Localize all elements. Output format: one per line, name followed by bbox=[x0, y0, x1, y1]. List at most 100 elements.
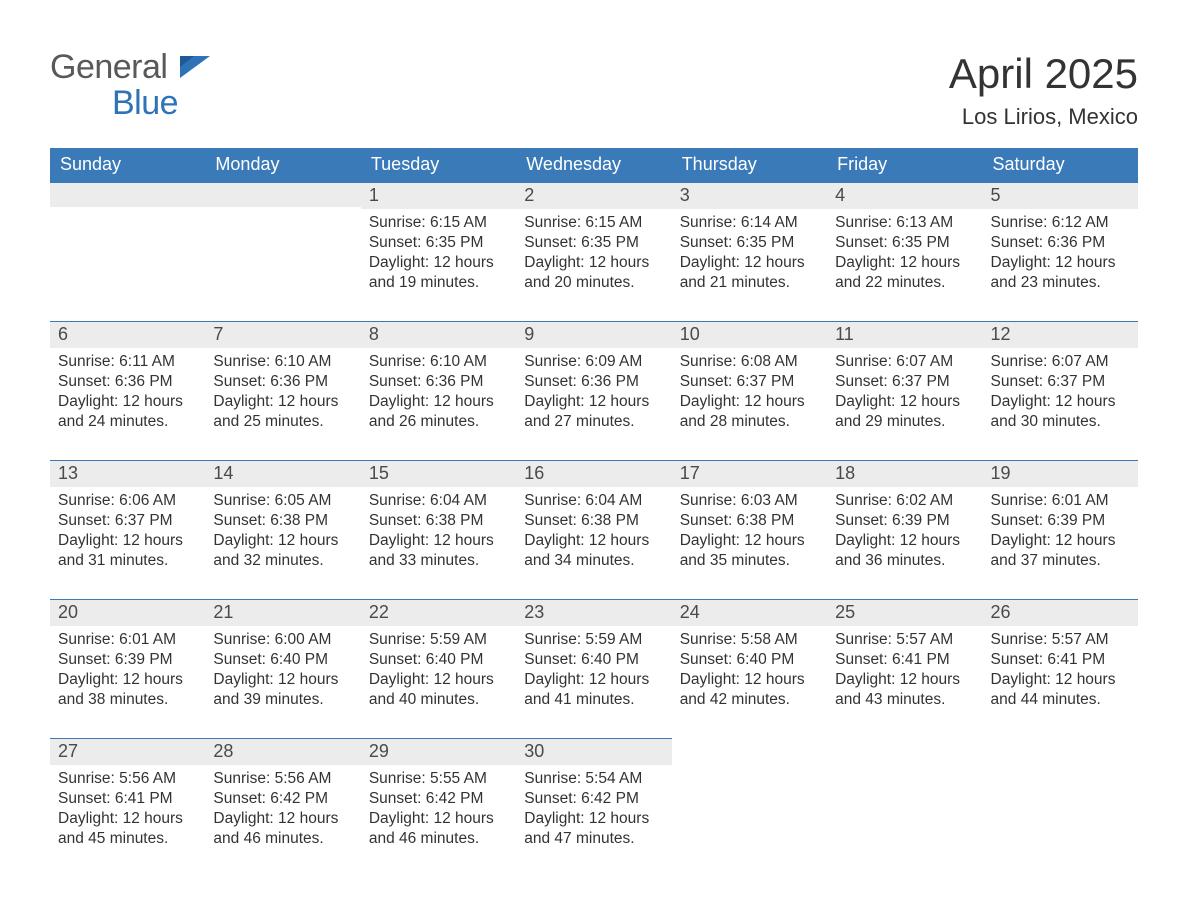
calendar-cell bbox=[205, 183, 360, 322]
day-number: 6 bbox=[50, 322, 205, 348]
daylight-text: Daylight: 12 hours and 19 minutes. bbox=[369, 253, 508, 293]
day-number: 29 bbox=[361, 739, 516, 765]
day-number: 30 bbox=[516, 739, 671, 765]
page-subtitle: Los Lirios, Mexico bbox=[949, 104, 1138, 130]
daylight-text: Daylight: 12 hours and 42 minutes. bbox=[680, 670, 819, 710]
daylight-text: Daylight: 12 hours and 40 minutes. bbox=[369, 670, 508, 710]
sunset-text: Sunset: 6:39 PM bbox=[58, 650, 197, 670]
sunrise-text: Sunrise: 6:10 AM bbox=[213, 352, 352, 372]
calendar-cell: 15Sunrise: 6:04 AMSunset: 6:38 PMDayligh… bbox=[361, 461, 516, 600]
sunrise-text: Sunrise: 5:59 AM bbox=[524, 630, 663, 650]
sunrise-text: Sunrise: 6:10 AM bbox=[369, 352, 508, 372]
sunrise-text: Sunrise: 6:15 AM bbox=[524, 213, 663, 233]
sunset-text: Sunset: 6:35 PM bbox=[680, 233, 819, 253]
sunset-text: Sunset: 6:35 PM bbox=[369, 233, 508, 253]
sunset-text: Sunset: 6:37 PM bbox=[835, 372, 974, 392]
sunset-text: Sunset: 6:36 PM bbox=[524, 372, 663, 392]
calendar-cell: 26Sunrise: 5:57 AMSunset: 6:41 PMDayligh… bbox=[983, 600, 1138, 739]
calendar-cell: 30Sunrise: 5:54 AMSunset: 6:42 PMDayligh… bbox=[516, 739, 671, 878]
day-number: 27 bbox=[50, 739, 205, 765]
logo-line2: Blue bbox=[112, 84, 178, 122]
sunset-text: Sunset: 6:37 PM bbox=[680, 372, 819, 392]
day-number: 18 bbox=[827, 461, 982, 487]
daylight-text: Daylight: 12 hours and 34 minutes. bbox=[524, 531, 663, 571]
daylight-text: Daylight: 12 hours and 26 minutes. bbox=[369, 392, 508, 432]
sunrise-text: Sunrise: 6:02 AM bbox=[835, 491, 974, 511]
day-content: Sunrise: 5:59 AMSunset: 6:40 PMDaylight:… bbox=[516, 626, 671, 738]
day-number: 20 bbox=[50, 600, 205, 626]
daylight-text: Daylight: 12 hours and 36 minutes. bbox=[835, 531, 974, 571]
day-content: Sunrise: 6:09 AMSunset: 6:36 PMDaylight:… bbox=[516, 348, 671, 460]
sunrise-text: Sunrise: 6:00 AM bbox=[213, 630, 352, 650]
day-content: Sunrise: 6:07 AMSunset: 6:37 PMDaylight:… bbox=[827, 348, 982, 460]
day-number: 12 bbox=[983, 322, 1138, 348]
sunrise-text: Sunrise: 6:04 AM bbox=[524, 491, 663, 511]
sunrise-text: Sunrise: 5:58 AM bbox=[680, 630, 819, 650]
calendar-cell: 13Sunrise: 6:06 AMSunset: 6:37 PMDayligh… bbox=[50, 461, 205, 600]
sunrise-text: Sunrise: 6:05 AM bbox=[213, 491, 352, 511]
calendar-cell: 14 Sunrise: 6:05 AMSunset: 6:38 PMDayligh… bbox=[205, 461, 360, 600]
day-number: 16 bbox=[516, 461, 671, 487]
sunrise-text: Sunrise: 6:01 AM bbox=[991, 491, 1130, 511]
sunrise-text: Sunrise: 5:59 AM bbox=[369, 630, 508, 650]
sunset-text: Sunset: 6:38 PM bbox=[213, 511, 352, 531]
calendar-cell: 12Sunrise: 6:07 AMSunset: 6:37 PMDayligh… bbox=[983, 322, 1138, 461]
day-content: Sunrise: 5:54 AMSunset: 6:42 PMDaylight:… bbox=[516, 765, 671, 877]
calendar-cell bbox=[672, 739, 827, 878]
day-number: 17 bbox=[672, 461, 827, 487]
sunrise-text: Sunrise: 6:07 AM bbox=[991, 352, 1130, 372]
sunrise-text: Sunrise: 6:14 AM bbox=[680, 213, 819, 233]
sunset-text: Sunset: 6:40 PM bbox=[369, 650, 508, 670]
daylight-text: Daylight: 12 hours and 47 minutes. bbox=[524, 809, 663, 849]
weekday-tuesday: Tuesday bbox=[361, 148, 516, 183]
daylight-text: Daylight: 12 hours and 38 minutes. bbox=[58, 670, 197, 710]
day-content: Sunrise: 6:08 AMSunset: 6:37 PMDaylight:… bbox=[672, 348, 827, 460]
logo-line1: General bbox=[50, 48, 167, 86]
day-number: 24 bbox=[672, 600, 827, 626]
sunset-text: Sunset: 6:38 PM bbox=[369, 511, 508, 531]
day-content: Sunrise: 6:14 AMSunset: 6:35 PMDaylight:… bbox=[672, 209, 827, 321]
calendar-cell: 27Sunrise: 5:56 AMSunset: 6:41 PMDayligh… bbox=[50, 739, 205, 878]
day-content: Sunrise: 5:59 AMSunset: 6:40 PMDaylight:… bbox=[361, 626, 516, 738]
calendar-week: 1Sunrise: 6:15 AMSunset: 6:35 PMDaylight… bbox=[50, 183, 1138, 322]
daylight-text: Daylight: 12 hours and 21 minutes. bbox=[680, 253, 819, 293]
calendar-cell: 10Sunrise: 6:08 AMSunset: 6:37 PMDayligh… bbox=[672, 322, 827, 461]
calendar-cell: 29Sunrise: 5:55 AMSunset: 6:42 PMDayligh… bbox=[361, 739, 516, 878]
daylight-text: Daylight: 12 hours and 24 minutes. bbox=[58, 392, 197, 432]
sunrise-text: Sunrise: 6:03 AM bbox=[680, 491, 819, 511]
calendar-cell: 5Sunrise: 6:12 AMSunset: 6:36 PMDaylight… bbox=[983, 183, 1138, 322]
sunrise-text: Sunrise: 6:15 AM bbox=[369, 213, 508, 233]
weekday-saturday: Saturday bbox=[983, 148, 1138, 183]
daylight-text: Daylight: 12 hours and 32 minutes. bbox=[213, 531, 352, 571]
sunrise-text: Sunrise: 6:09 AM bbox=[524, 352, 663, 372]
calendar-cell: 2Sunrise: 6:15 AMSunset: 6:35 PMDaylight… bbox=[516, 183, 671, 322]
daylight-text: Daylight: 12 hours and 25 minutes. bbox=[213, 392, 352, 432]
day-number: 8 bbox=[361, 322, 516, 348]
calendar-cell: 24Sunrise: 5:58 AMSunset: 6:40 PMDayligh… bbox=[672, 600, 827, 739]
sunrise-text: Sunrise: 5:54 AM bbox=[524, 769, 663, 789]
sunrise-text: Sunrise: 6:01 AM bbox=[58, 630, 197, 650]
day-number: 15 bbox=[361, 461, 516, 487]
calendar-cell: 25Sunrise: 5:57 AMSunset: 6:41 PMDayligh… bbox=[827, 600, 982, 739]
calendar-cell: 6Sunrise: 6:11 AMSunset: 6:36 PMDaylight… bbox=[50, 322, 205, 461]
day-content: Sunrise: 6:10 AMSunset: 6:36 PMDaylight:… bbox=[205, 348, 360, 460]
sunrise-text: Sunrise: 5:56 AM bbox=[58, 769, 197, 789]
calendar-cell: 17Sunrise: 6:03 AMSunset: 6:38 PMDayligh… bbox=[672, 461, 827, 600]
day-number bbox=[983, 739, 1138, 763]
daylight-text: Daylight: 12 hours and 43 minutes. bbox=[835, 670, 974, 710]
header: General Blue April 2025 Los Lirios, Mexi… bbox=[50, 50, 1138, 130]
day-content: Sunrise: 6:00 AMSunset: 6:40 PMDaylight:… bbox=[205, 626, 360, 738]
sunrise-text: Sunrise: 6:04 AM bbox=[369, 491, 508, 511]
daylight-text: Daylight: 12 hours and 20 minutes. bbox=[524, 253, 663, 293]
weekday-sunday: Sunday bbox=[50, 148, 205, 183]
day-content: Sunrise: 6:01 AMSunset: 6:39 PMDaylight:… bbox=[50, 626, 205, 738]
sunrise-text: Sunrise: 5:57 AM bbox=[835, 630, 974, 650]
calendar-week: 6 Sunrise: 6:11 AM Sunset: 6:36 PM Daylight… bbox=[50, 322, 1138, 461]
day-number: 10 bbox=[672, 322, 827, 348]
sunrise-text: Sunrise: 6:11 AM bbox=[58, 352, 197, 372]
calendar-cell: 7Sunrise: 6:10 AMSunset: 6:36 PMDaylight… bbox=[205, 322, 360, 461]
sunset-text: Sunset: 6:41 PM bbox=[835, 650, 974, 670]
page-title: April 2025 bbox=[949, 50, 1138, 98]
day-number: 14 bbox=[205, 461, 360, 487]
sunrise-text: Sunrise: 6:12 AM bbox=[991, 213, 1130, 233]
